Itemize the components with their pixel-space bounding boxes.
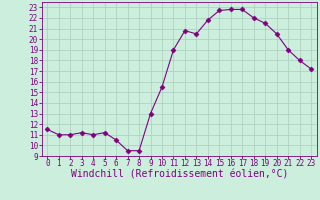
X-axis label: Windchill (Refroidissement éolien,°C): Windchill (Refroidissement éolien,°C) [70, 170, 288, 180]
